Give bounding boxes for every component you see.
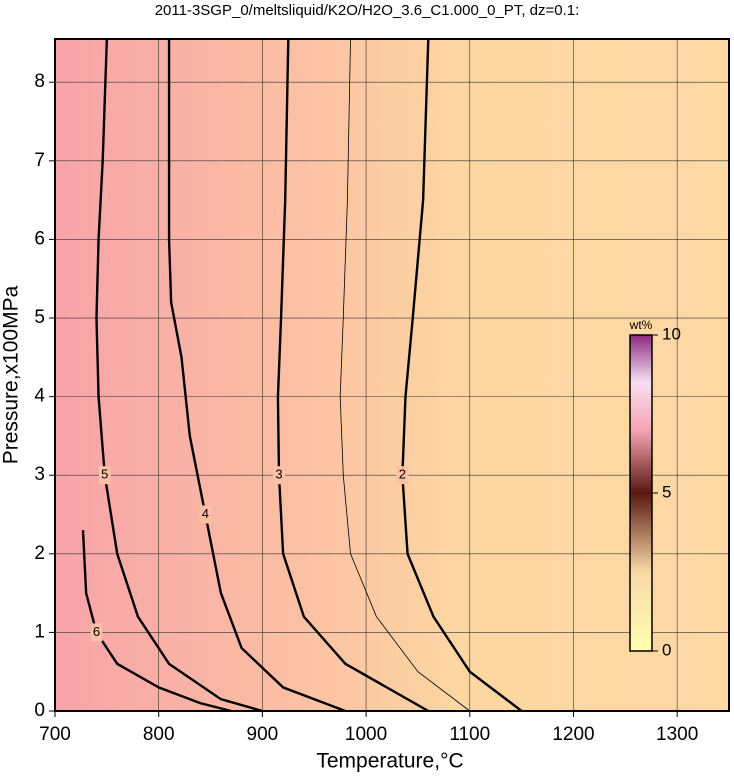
x-tick-label: 900 <box>247 724 279 745</box>
colorbar-tick-label: 10 <box>662 324 681 343</box>
contour-line <box>339 38 471 712</box>
x-tick-label: 1100 <box>449 724 490 745</box>
y-tick-label: 1 <box>34 621 45 642</box>
contour-label-bg <box>272 466 285 485</box>
plot-background <box>55 39 729 711</box>
x-tick-label: 800 <box>143 724 175 745</box>
y-tick-label: 6 <box>34 228 45 249</box>
x-tick-label: 700 <box>39 724 71 745</box>
contour-label: 4 <box>202 506 209 521</box>
y-tick-label: 2 <box>34 543 45 564</box>
y-tick-label: 4 <box>34 386 45 407</box>
contour-label-bg <box>396 466 409 485</box>
x-tick-label: 1200 <box>552 724 594 745</box>
y-tick-label: 7 <box>34 150 45 171</box>
x-axis-label: Temperature,°C <box>316 750 463 773</box>
colorbar <box>629 334 653 652</box>
chart-title: 2011-3SGP_0/meltsliquid/K2O/H2O_3.6_C1.0… <box>155 2 580 19</box>
y-tick-label: 0 <box>34 700 45 721</box>
x-tick-label: 1000 <box>345 724 387 745</box>
contour-label-bg <box>98 466 111 485</box>
contour-label: 5 <box>101 467 108 482</box>
contour-label-bg <box>199 505 212 524</box>
y-tick-label: 3 <box>34 464 45 485</box>
x-tick-label: 1300 <box>656 724 698 745</box>
y-tick-label: 8 <box>34 71 45 92</box>
y-tick-label: 5 <box>34 307 45 328</box>
y-axis-label: Pressure,x100MPa <box>0 285 23 464</box>
contour-label: 6 <box>93 624 100 639</box>
contour-line <box>167 39 346 713</box>
contour-label-bg <box>90 623 103 642</box>
contour-label: 2 <box>399 467 406 482</box>
colorbar-tick-label: 0 <box>662 640 671 659</box>
contour-line <box>81 530 232 713</box>
colorbar-label: wt% <box>629 318 653 332</box>
contour-label: 3 <box>275 467 282 482</box>
colorbar-tick-label: 5 <box>662 482 671 501</box>
plot-frame <box>54 38 730 712</box>
